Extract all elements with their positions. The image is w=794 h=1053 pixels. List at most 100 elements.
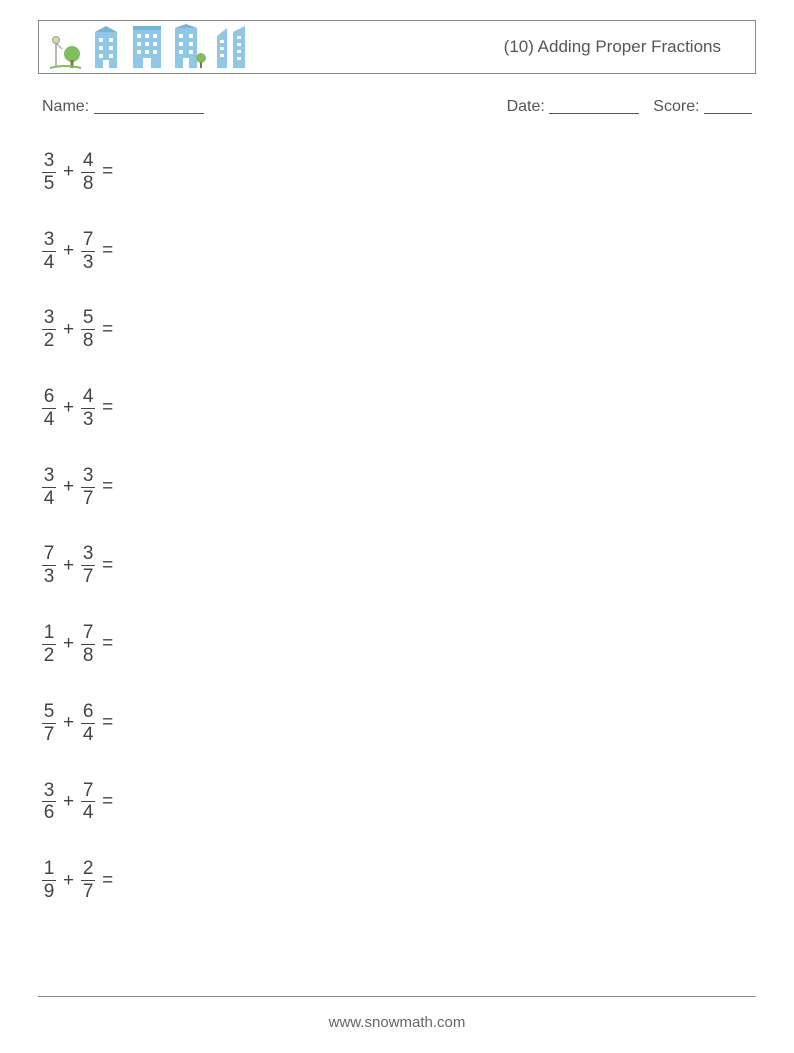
- operator: +: [63, 240, 74, 262]
- fraction-a: 19: [42, 858, 56, 903]
- denominator: 7: [81, 880, 95, 903]
- denominator: 2: [42, 644, 56, 667]
- name-label: Name:: [42, 98, 89, 115]
- operator: +: [63, 633, 74, 655]
- equals-sign: =: [102, 791, 113, 813]
- denominator: 3: [81, 251, 95, 274]
- lamp-tree-icon: [47, 30, 83, 70]
- date-blank[interactable]: [549, 113, 639, 114]
- denominator: 2: [42, 329, 56, 352]
- fraction-b: 48: [81, 150, 95, 195]
- fraction-a: 32: [42, 307, 56, 352]
- numerator: 3: [44, 307, 55, 329]
- denominator: 7: [42, 723, 56, 746]
- denominator: 3: [42, 565, 56, 588]
- denominator: 4: [81, 801, 95, 824]
- name-field: Name:: [42, 98, 204, 116]
- problem-row: 35+48=: [42, 150, 756, 195]
- numerator: 1: [44, 858, 55, 880]
- fraction-b: 78: [81, 622, 95, 667]
- fraction-b: 37: [81, 543, 95, 588]
- numerator: 5: [44, 701, 55, 723]
- operator: +: [63, 712, 74, 734]
- denominator: 7: [81, 487, 95, 510]
- denominator: 4: [42, 408, 56, 431]
- header-box: (10) Adding Proper Fractions: [38, 20, 756, 74]
- numerator: 7: [83, 780, 94, 802]
- problem-row: 64+43=: [42, 386, 756, 431]
- fraction-b: 27: [81, 858, 95, 903]
- date-label: Date:: [507, 98, 545, 115]
- fraction-a: 64: [42, 386, 56, 431]
- denominator: 4: [42, 487, 56, 510]
- building-icon-3: [171, 24, 207, 70]
- score-label: Score:: [653, 98, 699, 115]
- operator: +: [63, 319, 74, 341]
- denominator: 4: [42, 251, 56, 274]
- building-icon-4: [213, 24, 251, 70]
- equals-sign: =: [102, 712, 113, 734]
- problem-row: 34+37=: [42, 465, 756, 510]
- denominator: 6: [42, 801, 56, 824]
- footer-rule: [38, 996, 756, 997]
- numerator: 7: [83, 229, 94, 251]
- numerator: 3: [44, 780, 55, 802]
- problems-list: 35+48=34+73=32+58=64+43=34+37=73+37=12+7…: [38, 150, 756, 903]
- denominator: 8: [81, 172, 95, 195]
- fraction-b: 58: [81, 307, 95, 352]
- numerator: 7: [44, 543, 55, 565]
- problem-row: 36 +74 =: [42, 780, 756, 825]
- building-icon-2: [129, 24, 165, 70]
- worksheet-page: (10) Adding Proper Fractions Name: Date:…: [0, 0, 794, 1053]
- operator: +: [63, 397, 74, 419]
- denominator: 5: [42, 172, 56, 195]
- denominator: 4: [81, 723, 95, 746]
- problem-row: 34+73=: [42, 229, 756, 274]
- denominator: 8: [81, 644, 95, 667]
- score-blank[interactable]: [704, 113, 752, 114]
- equals-sign: =: [102, 476, 113, 498]
- footer-url: www.snowmath.com: [0, 1014, 794, 1031]
- fraction-b: 37: [81, 465, 95, 510]
- fraction-a: 35: [42, 150, 56, 195]
- operator: +: [63, 476, 74, 498]
- denominator: 9: [42, 880, 56, 903]
- equals-sign: =: [102, 319, 113, 341]
- fraction-b: 73: [81, 229, 95, 274]
- building-icon-1: [89, 26, 123, 70]
- problem-row: 32 +58 =: [42, 307, 756, 352]
- worksheet-title: (10) Adding Proper Fractions: [504, 37, 741, 57]
- equals-sign: =: [102, 240, 113, 262]
- fraction-a: 12: [42, 622, 56, 667]
- problem-row: 19+27=: [42, 858, 756, 903]
- numerator: 4: [83, 386, 94, 408]
- equals-sign: =: [102, 555, 113, 577]
- fraction-a: 57: [42, 701, 56, 746]
- problem-row: 57 +64 =: [42, 701, 756, 746]
- name-blank[interactable]: [94, 113, 204, 114]
- fraction-b: 64: [81, 701, 95, 746]
- equals-sign: =: [102, 397, 113, 419]
- operator: +: [63, 791, 74, 813]
- numerator: 7: [83, 622, 94, 644]
- numerator: 3: [83, 543, 94, 565]
- numerator: 3: [44, 150, 55, 172]
- score-field: Score:: [653, 98, 752, 116]
- denominator: 7: [81, 565, 95, 588]
- numerator: 3: [44, 465, 55, 487]
- fraction-a: 73: [42, 543, 56, 588]
- numerator: 6: [83, 701, 94, 723]
- denominator: 8: [81, 329, 95, 352]
- operator: +: [63, 161, 74, 183]
- fraction-a: 36: [42, 780, 56, 825]
- fraction-b: 74: [81, 780, 95, 825]
- numerator: 2: [83, 858, 94, 880]
- date-field: Date:: [507, 98, 640, 116]
- logo-row: [47, 24, 251, 70]
- equals-sign: =: [102, 870, 113, 892]
- fraction-a: 34: [42, 229, 56, 274]
- denominator: 3: [81, 408, 95, 431]
- fraction-a: 34: [42, 465, 56, 510]
- problem-row: 73+37=: [42, 543, 756, 588]
- numerator: 1: [44, 622, 55, 644]
